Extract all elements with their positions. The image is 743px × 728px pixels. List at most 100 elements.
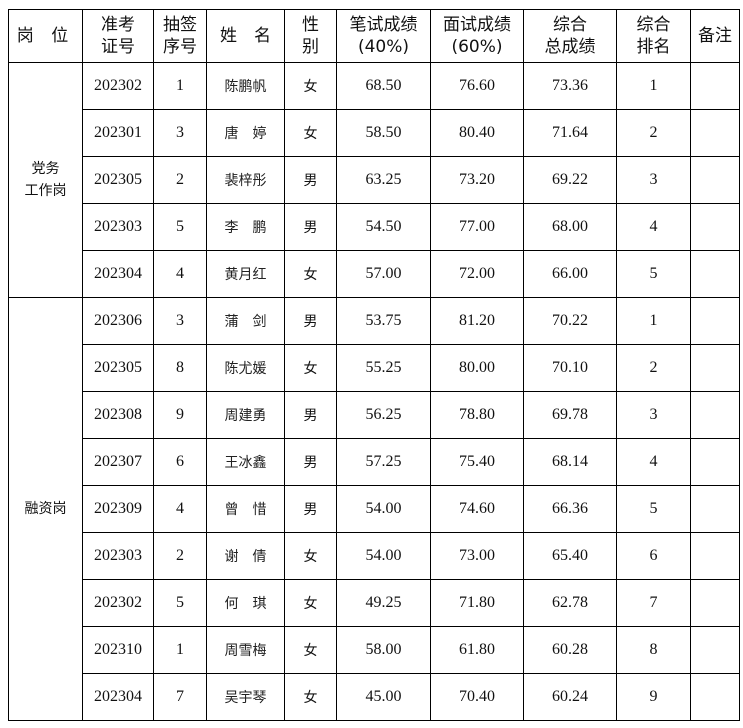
interview-score-cell: 75.40 <box>430 438 524 486</box>
header-row: 岗 位准考 证号 抽签 序号姓 名性 别笔试成绩 (40%) 面试成绩 (60%) 综… <box>8 9 740 63</box>
written-score-cell: 56.25 <box>336 391 431 439</box>
remarks-cell <box>690 485 740 533</box>
written-score-cell: 55.25 <box>336 344 431 392</box>
interview-score-cell: 61.80 <box>430 626 524 674</box>
interview-score-cell: 70.40 <box>430 673 524 721</box>
table-row: 202309 4 曾惜男 54.00 74.60 66.36 5 <box>9 485 740 533</box>
written-score-cell: 68.50 <box>336 62 431 110</box>
total-score-cell: 69.22 <box>523 156 617 204</box>
post-label: 融资岗 <box>24 501 67 517</box>
total-score-cell: 73.36 <box>523 62 617 110</box>
remarks-cell <box>690 532 740 580</box>
name-cell: 裴梓彤 <box>206 156 285 204</box>
name-cell: 吴宇琴 <box>206 673 285 721</box>
name-cell: 陈鹏帆 <box>206 62 285 110</box>
draw-number-cell: 4 <box>153 250 207 298</box>
remarks-cell <box>690 62 740 110</box>
remarks-cell <box>690 626 740 674</box>
remarks-cell <box>690 203 740 251</box>
total-score-cell: 60.28 <box>523 626 617 674</box>
table-row: 党务工作岗 202302 1 陈鹏帆女 68.50 76.60 73.36 1 <box>8 62 740 298</box>
name-cell: 陈尤媛 <box>206 344 285 392</box>
header-interview-score: 面试成绩 (60%) <box>430 9 524 63</box>
remarks-cell <box>690 297 740 345</box>
gender-cell: 女 <box>284 344 337 392</box>
name-cell: 曾惜 <box>206 485 285 533</box>
gender-cell: 女 <box>284 532 337 580</box>
exam-id-cell: 202305 <box>82 344 154 392</box>
table-row: 202303 2 谢倩女 54.00 73.00 65.40 6 <box>9 532 740 580</box>
draw-number-cell: 7 <box>153 673 207 721</box>
gender-cell: 男 <box>284 203 337 251</box>
header-total-score: 综合 总成绩 <box>523 9 617 63</box>
total-score-cell: 66.36 <box>523 485 617 533</box>
name-cell: 谢倩 <box>206 532 285 580</box>
rank-cell: 2 <box>616 344 691 392</box>
written-score-cell: 57.25 <box>336 438 431 486</box>
table-row: 融资岗 202306 3 蒲剑男 53.75 81.20 70.22 1 <box>8 297 740 721</box>
rank-cell: 5 <box>616 485 691 533</box>
remarks-cell <box>690 344 740 392</box>
interview-score-cell: 73.20 <box>430 156 524 204</box>
interview-score-cell: 76.60 <box>430 62 524 110</box>
table-row: 202302 5 何琪女 49.25 71.80 62.78 7 <box>9 579 740 627</box>
gender-cell: 女 <box>284 250 337 298</box>
written-score-cell: 53.75 <box>336 297 431 345</box>
exam-id-cell: 202303 <box>82 203 154 251</box>
exam-id-cell: 202306 <box>82 297 154 345</box>
interview-score-cell: 72.00 <box>430 250 524 298</box>
total-score-cell: 62.78 <box>523 579 617 627</box>
post-cell: 融资岗 <box>8 297 83 721</box>
written-score-cell: 58.50 <box>336 109 431 157</box>
interview-score-cell: 73.00 <box>430 532 524 580</box>
total-score-cell: 60.24 <box>523 673 617 721</box>
total-score-cell: 68.00 <box>523 203 617 251</box>
written-score-cell: 54.00 <box>336 532 431 580</box>
exam-id-cell: 202304 <box>82 673 154 721</box>
header-remarks: 备注 <box>690 9 740 63</box>
name-cell: 李鹏 <box>206 203 285 251</box>
exam-id-cell: 202304 <box>82 250 154 298</box>
name-cell: 唐婷 <box>206 109 285 157</box>
rank-cell: 6 <box>616 532 691 580</box>
header-rank: 综合 排名 <box>616 9 691 63</box>
rank-cell: 8 <box>616 626 691 674</box>
exam-id-cell: 202301 <box>82 109 154 157</box>
exam-id-cell: 202302 <box>82 62 154 110</box>
total-score-cell: 70.22 <box>523 297 617 345</box>
name-cell: 蒲剑 <box>206 297 285 345</box>
header-gender: 性 别 <box>284 9 337 63</box>
interview-score-cell: 81.20 <box>430 297 524 345</box>
header-name: 姓 名 <box>206 9 285 63</box>
written-score-cell: 63.25 <box>336 156 431 204</box>
written-score-cell: 54.00 <box>336 485 431 533</box>
written-score-cell: 54.50 <box>336 203 431 251</box>
header-post: 岗 位 <box>8 9 83 63</box>
table-row: 202305 8 陈尤媛女 55.25 80.00 70.10 2 <box>9 344 740 392</box>
draw-number-cell: 3 <box>153 109 207 157</box>
interview-score-cell: 80.40 <box>430 109 524 157</box>
written-score-cell: 49.25 <box>336 579 431 627</box>
name-cell: 黄月红 <box>206 250 285 298</box>
draw-number-cell: 5 <box>153 579 207 627</box>
post-cell: 党务工作岗 <box>8 62 83 298</box>
gender-cell: 男 <box>284 156 337 204</box>
written-score-cell: 57.00 <box>336 250 431 298</box>
header-written-score: 笔试成绩 (40%) <box>336 9 431 63</box>
gender-cell: 女 <box>284 579 337 627</box>
total-score-cell: 69.78 <box>523 391 617 439</box>
name-cell: 周建勇 <box>206 391 285 439</box>
name-cell: 何琪 <box>206 579 285 627</box>
rank-cell: 4 <box>616 438 691 486</box>
total-score-cell: 65.40 <box>523 532 617 580</box>
draw-number-cell: 8 <box>153 344 207 392</box>
exam-id-cell: 202302 <box>82 579 154 627</box>
post-label: 党务工作岗 <box>24 161 67 199</box>
exam-id-cell: 202305 <box>82 156 154 204</box>
exam-id-cell: 202309 <box>82 485 154 533</box>
gender-cell: 男 <box>284 438 337 486</box>
draw-number-cell: 9 <box>153 391 207 439</box>
exam-id-cell: 202310 <box>82 626 154 674</box>
draw-number-cell: 1 <box>153 626 207 674</box>
interview-score-cell: 80.00 <box>430 344 524 392</box>
